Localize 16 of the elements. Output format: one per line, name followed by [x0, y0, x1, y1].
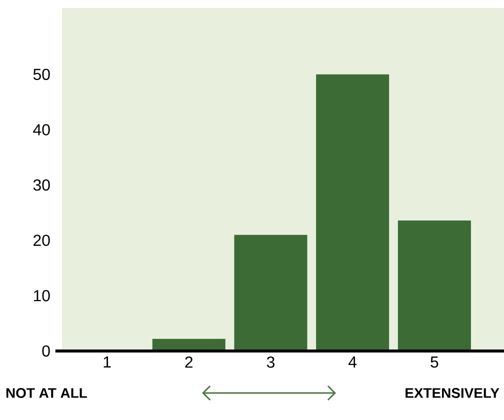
y-tick-label: 30: [33, 179, 50, 191]
y-tick-label: 40: [33, 124, 50, 136]
x-tick-label: 1: [104, 356, 111, 368]
y-tick-label: 10: [34, 290, 50, 302]
y-tick-label: 50: [33, 68, 50, 80]
y-tick-label: 20: [34, 234, 50, 246]
x-tick-label: 2: [185, 356, 193, 368]
text: NOT AT ALL: [6, 388, 87, 398]
bar: [398, 220, 471, 351]
text: EXTENSIVELY: [406, 388, 500, 398]
bar: [316, 74, 390, 351]
bar: [234, 234, 308, 351]
x-tick-label: 5: [430, 356, 438, 368]
x-tick-label: 3: [266, 356, 274, 368]
y-tick-label: 0: [42, 345, 50, 357]
x-tick-label: 4: [348, 356, 357, 368]
